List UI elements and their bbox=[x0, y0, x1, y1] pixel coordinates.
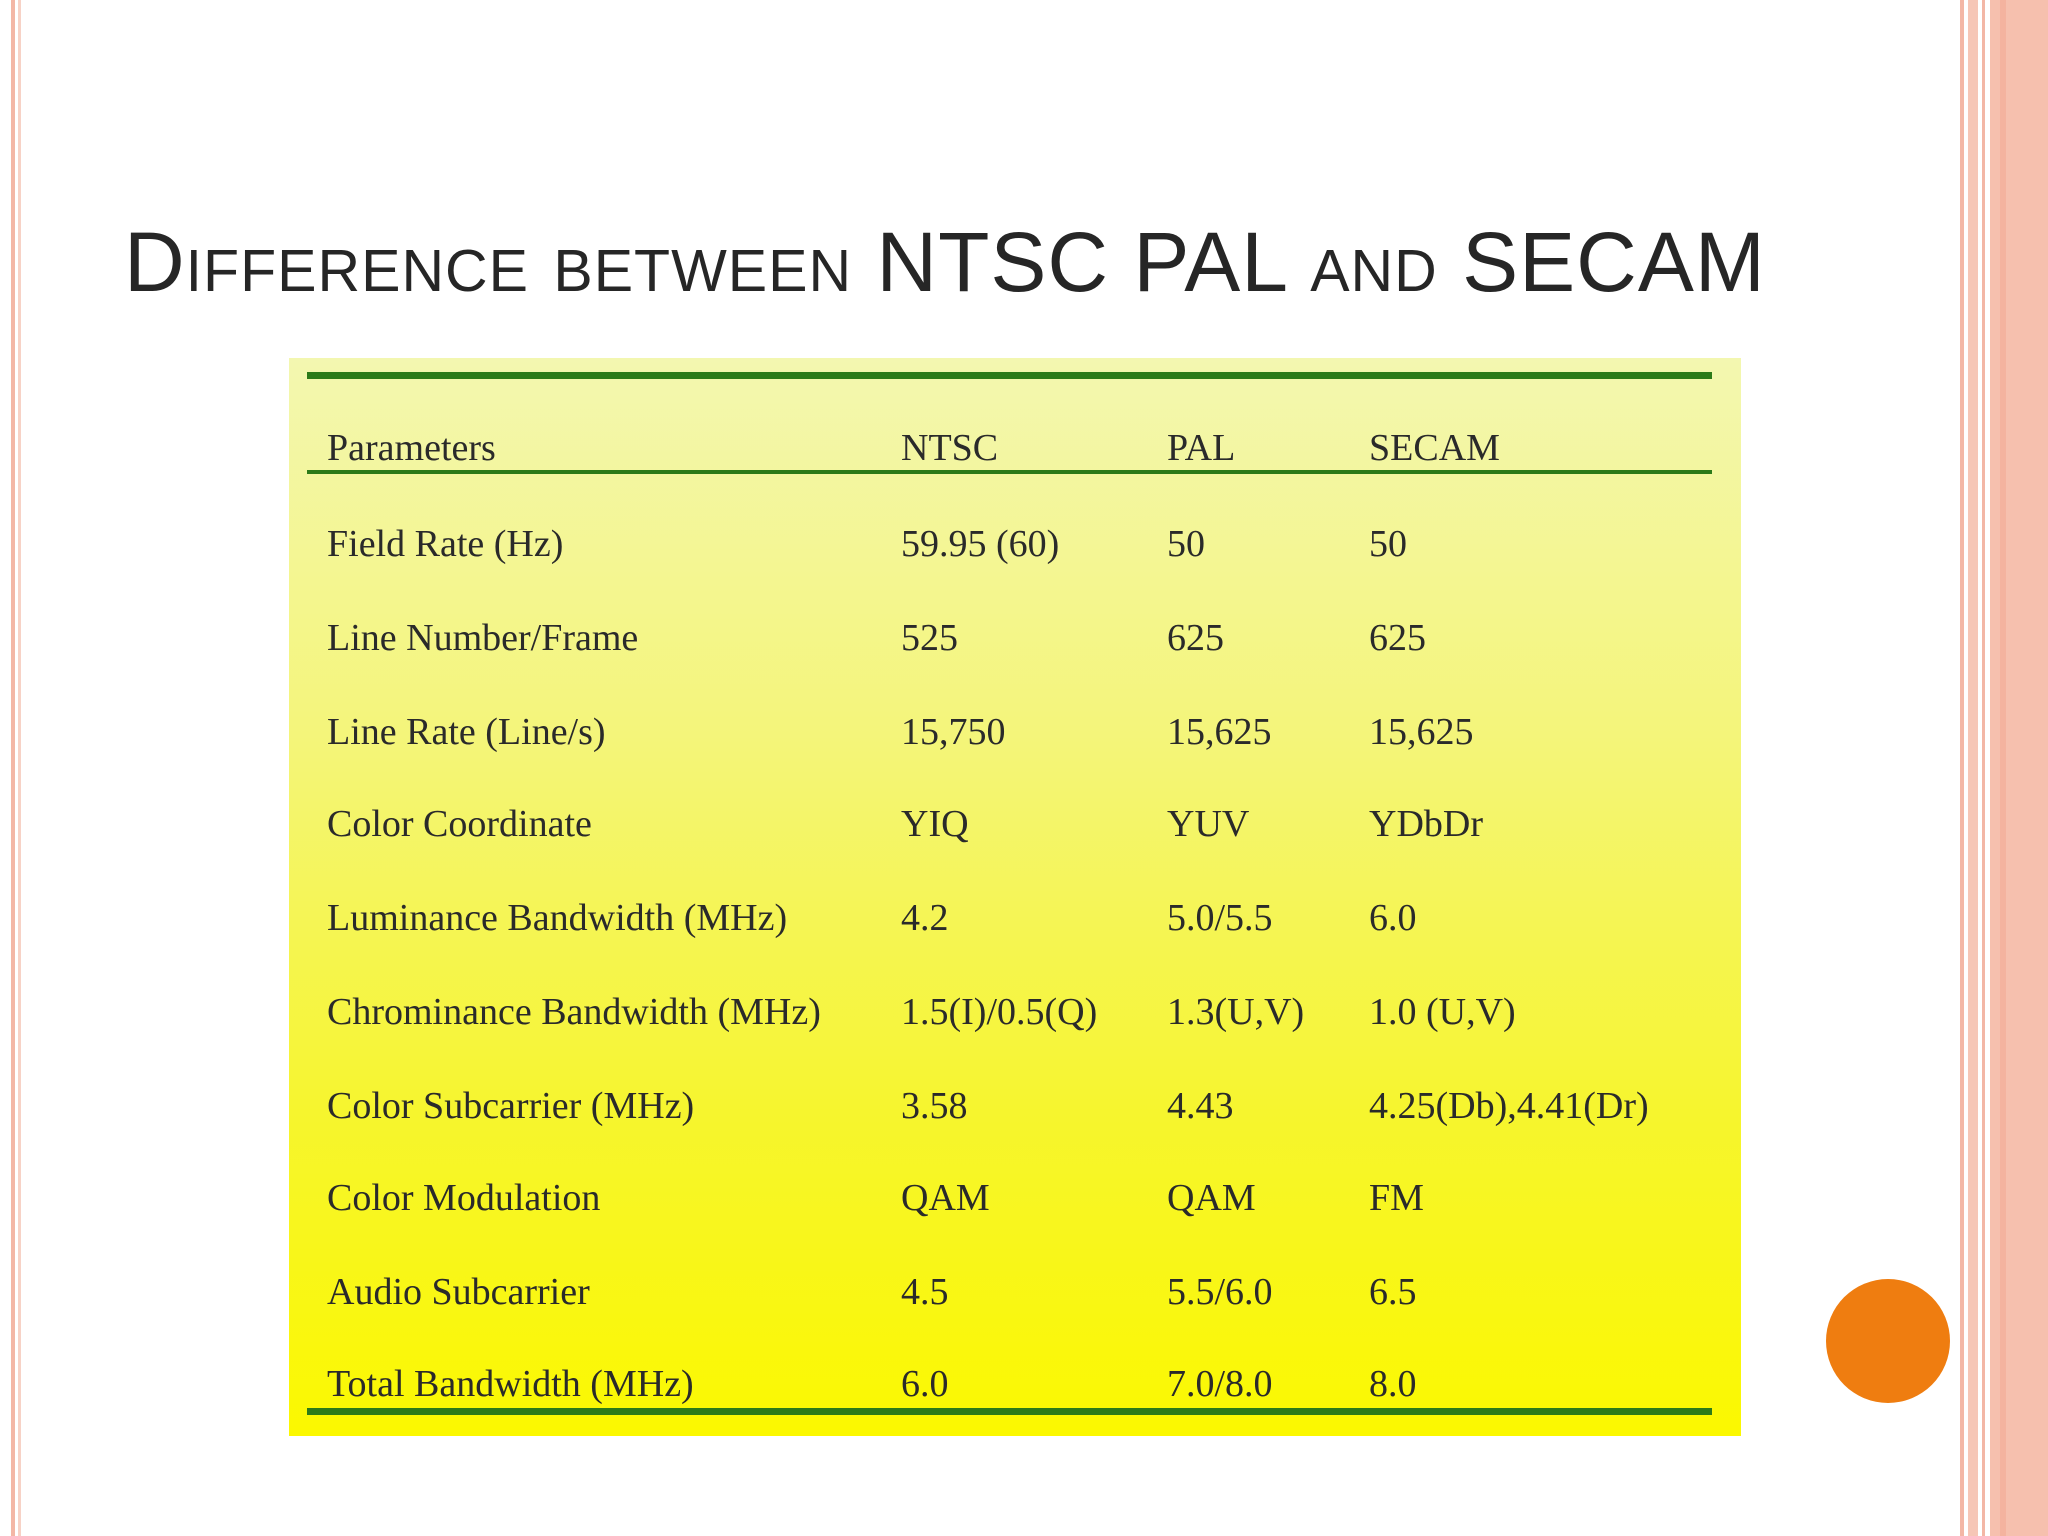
row-total-bandwidth-ntsc: 6.0 bbox=[901, 1363, 949, 1405]
row-color-coordinate-label: Color Coordinate bbox=[327, 803, 592, 845]
table-top-rule bbox=[307, 372, 1712, 379]
table-header-rule bbox=[307, 470, 1712, 474]
table-bottom-rule bbox=[307, 1408, 1712, 1415]
row-color-subcarrier-secam: 4.25(Db),4.41(Dr) bbox=[1369, 1085, 1649, 1127]
row-total-bandwidth-label: Total Bandwidth (MHz) bbox=[327, 1363, 694, 1405]
row-line-number-pal: 625 bbox=[1167, 617, 1224, 659]
row-field-rate-secam: 50 bbox=[1369, 523, 1407, 565]
row-luminance-bandwidth-label: Luminance Bandwidth (MHz) bbox=[327, 897, 788, 939]
right-border-band bbox=[1990, 0, 2048, 1536]
row-total-bandwidth-secam: 8.0 bbox=[1369, 1363, 1417, 1405]
row-color-subcarrier-ntsc: 3.58 bbox=[901, 1085, 968, 1127]
row-luminance-bandwidth-ntsc: 4.2 bbox=[901, 897, 949, 939]
row-line-number-secam: 625 bbox=[1369, 617, 1426, 659]
row-color-modulation-label: Color Modulation bbox=[327, 1177, 601, 1219]
row-chrominance-bandwidth-secam: 1.0 (U,V) bbox=[1369, 991, 1516, 1033]
row-field-rate-ntsc: 59.95 (60) bbox=[901, 523, 1060, 565]
orange-circle-decoration bbox=[1826, 1279, 1950, 1403]
row-audio-subcarrier-ntsc: 4.5 bbox=[901, 1271, 949, 1313]
comparison-table: Parameters NTSC PAL SECAM Field Rate (Hz… bbox=[289, 358, 1741, 1436]
right-border-stripe-3 bbox=[1982, 0, 1985, 1536]
left-border-stripe-inner bbox=[18, 0, 21, 1536]
row-color-coordinate-secam: YDbDr bbox=[1369, 803, 1483, 845]
row-luminance-bandwidth-secam: 6.0 bbox=[1369, 897, 1417, 939]
row-color-coordinate-pal: YUV bbox=[1167, 803, 1250, 845]
row-audio-subcarrier-label: Audio Subcarrier bbox=[327, 1271, 590, 1313]
row-color-modulation-secam: FM bbox=[1369, 1177, 1424, 1219]
row-field-rate-label: Field Rate (Hz) bbox=[327, 523, 564, 565]
row-field-rate-pal: 50 bbox=[1167, 523, 1205, 565]
row-line-rate-pal: 15,625 bbox=[1167, 711, 1272, 753]
left-border-stripe bbox=[11, 0, 15, 1536]
row-line-rate-secam: 15,625 bbox=[1369, 711, 1474, 753]
row-audio-subcarrier-pal: 5.5/6.0 bbox=[1167, 1271, 1273, 1313]
header-parameters: Parameters bbox=[327, 427, 496, 469]
row-total-bandwidth-pal: 7.0/8.0 bbox=[1167, 1363, 1273, 1405]
row-color-modulation-ntsc: QAM bbox=[901, 1177, 990, 1219]
row-color-subcarrier-pal: 4.43 bbox=[1167, 1085, 1234, 1127]
row-line-rate-label: Line Rate (Line/s) bbox=[327, 711, 606, 753]
row-chrominance-bandwidth-ntsc: 1.5(I)/0.5(Q) bbox=[901, 991, 1098, 1033]
header-secam: SECAM bbox=[1369, 427, 1500, 469]
row-line-rate-ntsc: 15,750 bbox=[901, 711, 1006, 753]
right-border-stripe bbox=[1960, 0, 1964, 1536]
header-ntsc: NTSC bbox=[901, 427, 999, 469]
row-audio-subcarrier-secam: 6.5 bbox=[1369, 1271, 1417, 1313]
row-chrominance-bandwidth-label: Chrominance Bandwidth (MHz) bbox=[327, 991, 821, 1033]
row-chrominance-bandwidth-pal: 1.3(U,V) bbox=[1167, 991, 1305, 1033]
row-line-number-ntsc: 525 bbox=[901, 617, 958, 659]
right-border-band-line bbox=[2000, 0, 2006, 1536]
right-border-stripe-2 bbox=[1968, 0, 1978, 1536]
row-luminance-bandwidth-pal: 5.0/5.5 bbox=[1167, 897, 1273, 939]
row-color-modulation-pal: QAM bbox=[1167, 1177, 1256, 1219]
row-color-coordinate-ntsc: YIQ bbox=[901, 803, 969, 845]
row-color-subcarrier-label: Color Subcarrier (MHz) bbox=[327, 1085, 695, 1127]
header-pal: PAL bbox=[1167, 427, 1236, 469]
slide-title: Difference between NTSC PAL and SECAM bbox=[124, 215, 1766, 309]
row-line-number-label: Line Number/Frame bbox=[327, 617, 639, 659]
